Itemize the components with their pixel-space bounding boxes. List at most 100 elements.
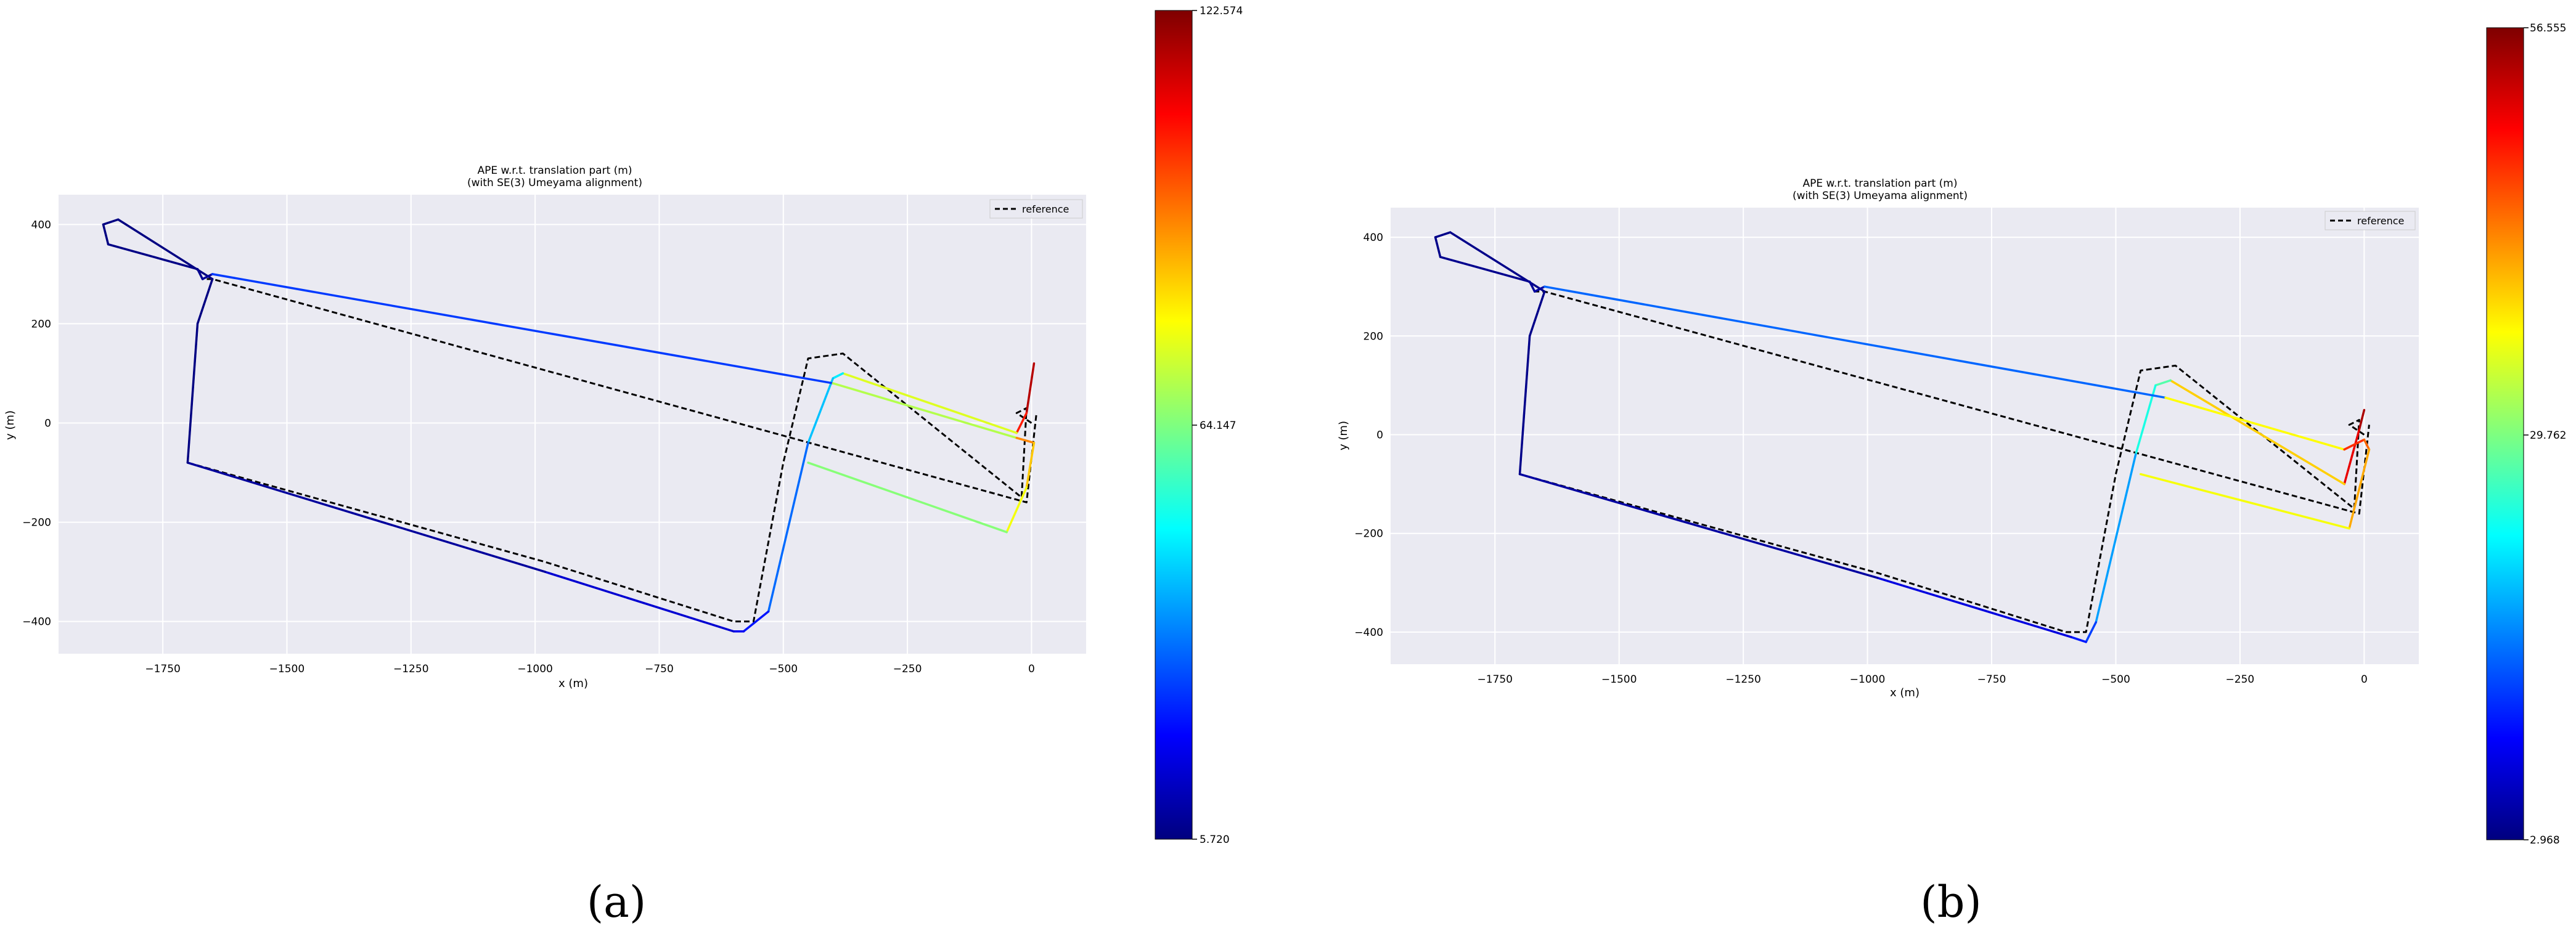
x-tick-label: −1750 [145, 663, 181, 675]
estimate-segment [2348, 448, 2371, 530]
colorbar-tick-label: 5.720 [1200, 834, 1230, 846]
legend-label: reference [2357, 215, 2404, 227]
estimate-segment [2343, 438, 2366, 451]
x-tick-label: −1000 [517, 663, 553, 675]
colorbar-tick-label: 2.968 [2530, 834, 2560, 847]
estimate-trajectory [1434, 231, 2371, 643]
estimate-segment [1876, 577, 2072, 638]
x-tick-label: −750 [1977, 673, 2006, 686]
y-tick-labels: −400 −200 0 200 400 [22, 219, 51, 628]
estimate-segment [1434, 236, 1442, 258]
grid-lines [1391, 208, 2419, 664]
legend: reference [2325, 211, 2416, 230]
legend-label: reference [1022, 203, 1069, 215]
colorbar-gradient [1155, 10, 1193, 840]
plot-title-line2: (with SE(3) Umeyama alignment) [467, 177, 642, 189]
y-tick-label: 400 [1364, 232, 1383, 244]
x-tick-label: −1250 [1725, 673, 1761, 686]
subfigure-label: (a) [587, 877, 646, 927]
estimate-segment [1015, 436, 1036, 444]
estimate-segment [807, 377, 835, 444]
grid-lines [59, 195, 1086, 654]
estimate-segment [1015, 412, 1028, 434]
x-axis-label: x (m) [1890, 686, 1920, 699]
x-tick-label: −750 [645, 663, 674, 675]
colorbar-tick-label: 56.555 [2530, 22, 2566, 35]
x-tick-labels: −1750 −1500 −1250 −1000 −750 −500 −250 0 [145, 663, 1034, 675]
estimate-segment [2164, 396, 2345, 451]
y-tick-label: −400 [22, 616, 51, 628]
estimate-segment [2363, 438, 2371, 451]
panel-a: APE w.r.t. translation part (m) (with SE… [4, 5, 1243, 927]
estimate-segment [102, 223, 110, 246]
estimate-segment [2343, 428, 2361, 486]
estimate-segment [1528, 280, 1536, 293]
y-tick-label: −200 [22, 517, 51, 529]
plot-area [59, 195, 1086, 654]
estimate-segment [186, 322, 199, 464]
estimate-segment [201, 273, 214, 280]
y-tick-label: −200 [1354, 528, 1383, 540]
x-tick-label: −500 [769, 663, 798, 675]
x-tick-label: −1250 [393, 663, 429, 675]
plot-area [1391, 208, 2419, 664]
colorbar: 122.574 64.147 5.720 [1155, 5, 1243, 846]
y-axis-label: y (m) [4, 410, 17, 440]
estimate-segment [196, 268, 204, 280]
plot-title-line2: (with SE(3) Umeyama alignment) [1793, 190, 1968, 202]
estimate-segment [1528, 290, 1546, 338]
y-axis-label: y (m) [1337, 421, 1350, 450]
estimate-segment [102, 218, 120, 226]
estimate-segment [841, 372, 1018, 434]
y-tick-label: 400 [31, 219, 51, 231]
estimate-segment [2070, 636, 2087, 643]
estimate-segment [2134, 384, 2157, 456]
x-tick-label: −1500 [269, 663, 305, 675]
estimate-segment [1005, 486, 1028, 534]
colorbar-gradient [2486, 27, 2524, 840]
estimate-segment [1025, 441, 1036, 489]
estimate-segment [832, 372, 844, 380]
y-tick-label: 200 [31, 318, 51, 330]
colorbar-tick-label: 64.147 [1200, 420, 1236, 432]
plot-title-line1: APE w.r.t. translation part (m) [1803, 177, 1958, 190]
y-tick-label: 0 [44, 417, 51, 429]
legend: reference [989, 199, 1083, 219]
estimate-segment [186, 461, 546, 573]
x-tick-label: 0 [2361, 673, 2368, 686]
x-tick-label: −1000 [1850, 673, 1886, 686]
estimate-segment [1439, 256, 1531, 283]
x-tick-label: 0 [1028, 663, 1035, 675]
colorbar-tick-label: 122.574 [1200, 5, 1243, 17]
panel-b: APE w.r.t. translation part (m) (with SE… [1337, 22, 2566, 927]
subfigure-label: (b) [1920, 877, 1981, 927]
estimate-segment [1544, 285, 2167, 399]
estimate-segment [211, 273, 835, 384]
y-tick-label: 200 [1364, 330, 1383, 343]
estimate-segment [2140, 473, 2350, 530]
x-tick-label: −250 [2226, 673, 2255, 686]
x-tick-label: −1750 [1477, 673, 1513, 686]
x-tick-label: −1500 [1601, 673, 1637, 686]
estimate-segment [2169, 379, 2345, 486]
x-tick-label: −250 [893, 663, 922, 675]
x-axis-label: x (m) [558, 677, 588, 690]
estimate-segment [1025, 362, 1036, 415]
y-tick-labels: −400 −200 0 200 400 [1354, 232, 1383, 639]
estimate-segment [1518, 335, 1531, 476]
estimate-segment [1518, 473, 1879, 579]
y-tick-label: −400 [1354, 627, 1383, 639]
estimate-segment [807, 461, 1008, 534]
estimate-segment [2358, 409, 2366, 431]
estimate-segment [832, 382, 1018, 439]
estimate-segment [2085, 621, 2097, 643]
estimate-segment [196, 278, 214, 325]
x-tick-label: −500 [2101, 673, 2130, 686]
estimate-segment [544, 571, 735, 633]
estimate-segment [107, 243, 199, 270]
estimate-segment [742, 610, 770, 633]
estimate-segment [1434, 231, 1452, 238]
estimate-segment [1533, 285, 1546, 293]
y-tick-label: 0 [1376, 429, 1383, 441]
